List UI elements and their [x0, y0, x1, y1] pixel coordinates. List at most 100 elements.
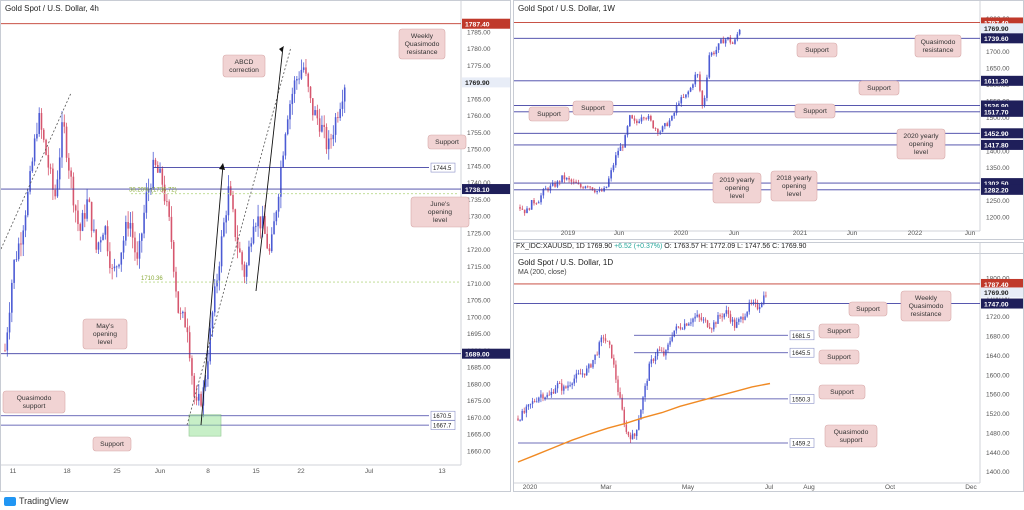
candle-body	[542, 189, 545, 196]
x-tick-label: 2020	[523, 484, 538, 491]
candle-body	[622, 146, 624, 148]
candle-body	[682, 97, 685, 98]
annotation-text: opening	[782, 183, 806, 190]
chart-4h-svg[interactable]: 1660.00 1665.00 1670.00 1675.00 1680.00 1685.…	[1, 1, 511, 492]
candle-body	[81, 213, 84, 231]
candle-body	[617, 379, 619, 392]
y-tick-label: 1650.00	[986, 66, 1010, 73]
annotation-text: resistance	[407, 49, 438, 56]
price-label-bg	[981, 17, 1023, 28]
annotation-text: Support	[867, 85, 891, 92]
candle-body	[198, 393, 200, 401]
candle-body	[56, 179, 59, 197]
candle-body	[756, 302, 759, 310]
candle-body	[521, 208, 524, 210]
annotation-box	[818, 349, 860, 365]
x-tick-label: 18	[63, 468, 71, 475]
chart-panel-1d[interactable]: FX_IDC:XAUUSD, 1D 1769.90 +6.52 (+0.37%)…	[513, 242, 1024, 492]
annotation-box	[427, 134, 467, 150]
candle-body	[325, 126, 328, 150]
annotation-text: Quasimodo	[405, 41, 440, 48]
y-tick-label: 1665.00	[467, 432, 491, 439]
candle-body	[631, 115, 633, 119]
annotation-box	[858, 80, 900, 96]
x-tick-label: 2019	[561, 230, 576, 237]
candle-body	[659, 131, 662, 133]
candle-body	[652, 359, 655, 361]
candle-body	[97, 242, 100, 250]
chart-panel-4h[interactable]: Gold Spot / U.S. Dollar, 4h 1660.00 1665.…	[0, 0, 511, 492]
candle-body	[341, 101, 344, 109]
price-label: 1738.10	[465, 187, 490, 194]
candle-body	[227, 186, 230, 216]
candle-body	[699, 74, 701, 91]
candle-body	[763, 295, 765, 304]
annotation-text: Support	[803, 108, 827, 115]
candle-body	[613, 358, 615, 365]
annotation-box	[410, 196, 470, 228]
candle-body	[79, 224, 82, 231]
candle-body	[264, 216, 266, 234]
candle-body	[594, 354, 596, 360]
candle-body	[141, 233, 143, 241]
candle-body	[293, 80, 296, 94]
candle-body	[629, 435, 632, 440]
candle-body	[166, 201, 168, 203]
candle-body	[232, 195, 234, 210]
x-tick-label: 13	[438, 468, 446, 475]
y-tick-label: 1735.00	[467, 197, 491, 204]
x-tick-label: 22	[297, 468, 305, 475]
annotation-text: opening	[93, 331, 117, 338]
candle-body	[685, 94, 687, 98]
candle-body	[556, 383, 559, 389]
candle-body	[15, 259, 18, 261]
candle-body	[738, 29, 741, 35]
candle-body	[161, 168, 164, 185]
candle-body	[118, 264, 120, 267]
candle-body	[588, 364, 590, 369]
candle-body	[536, 401, 538, 403]
y-tick-label: 1785.00	[467, 29, 491, 36]
x-tick-label: 8	[206, 468, 210, 475]
candle-body	[583, 373, 586, 376]
tradingview-logo[interactable]: TradingView	[4, 496, 69, 506]
arrow-head	[279, 46, 284, 52]
candle-body	[179, 312, 182, 314]
candle-body	[220, 236, 223, 267]
candle-body	[72, 176, 75, 206]
arrow-head	[219, 163, 225, 170]
price-label: 1787.40	[984, 282, 1009, 289]
candle-body	[170, 216, 173, 242]
price-label: 1282.20	[984, 188, 1009, 195]
candle-body	[172, 241, 175, 272]
candle-body	[694, 74, 697, 85]
chart-1d-svg[interactable]: 1400.00 1440.00 1480.00 1520.00 1560.00 1600.…	[514, 243, 1024, 492]
chart-1w-svg[interactable]: 1200.001250.001300.001350.001400.001450.…	[514, 1, 1024, 240]
candle-body	[104, 226, 107, 235]
candle-body	[318, 118, 321, 132]
tradingview-logo-icon	[4, 496, 16, 506]
price-label-bg	[462, 77, 510, 88]
candle-body	[257, 216, 259, 227]
x-tick-label: Jun	[847, 230, 858, 237]
chart-panel-1w[interactable]: Gold Spot / U.S. Dollar, 1W 1200.00 1250.…	[513, 0, 1024, 240]
level-value-box	[430, 162, 456, 173]
annotation-text: resistance	[911, 311, 942, 318]
candle-body	[259, 216, 262, 229]
candle-body	[734, 39, 736, 44]
candle-body	[636, 429, 638, 437]
y-tick-label: 1700.00	[467, 314, 491, 321]
candle-body	[623, 409, 625, 425]
candle-body	[752, 302, 755, 303]
candle-body	[643, 117, 645, 119]
candle-body	[700, 317, 703, 321]
annotation-text: level	[730, 193, 744, 200]
candle-body	[24, 215, 27, 231]
candle-body	[152, 159, 154, 188]
x-tick-label: Aug	[803, 484, 815, 491]
y-tick-label: 1660.00	[467, 448, 491, 455]
x-tick-label: 2020	[674, 230, 689, 237]
candle-body	[88, 199, 91, 202]
y-tick-label: 1250.00	[986, 198, 1010, 205]
candle-body	[567, 385, 569, 388]
